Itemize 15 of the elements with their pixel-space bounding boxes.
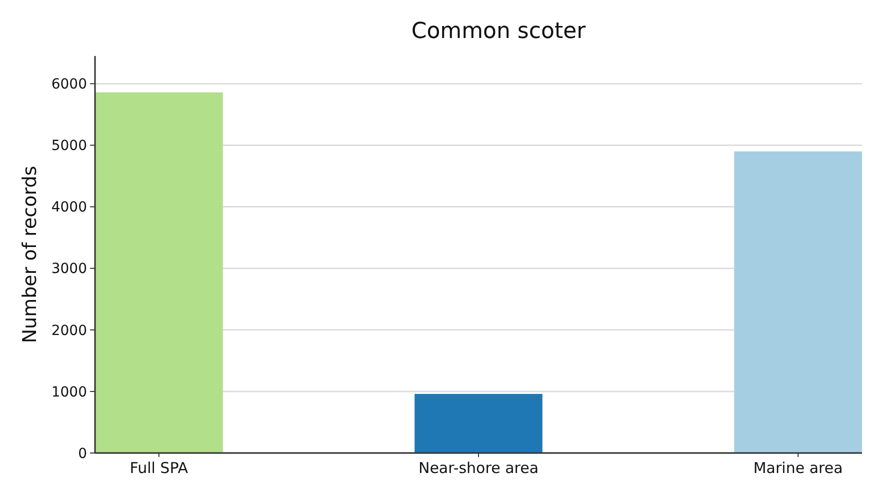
x-tick-label: Near-shore area <box>418 459 539 477</box>
chart-title: Common scoter <box>411 19 587 44</box>
y-tick-label: 3000 <box>51 261 87 278</box>
y-tick-label: 6000 <box>51 76 87 93</box>
x-tick-label: Full SPA <box>130 459 189 477</box>
bar <box>414 394 542 453</box>
y-tick-label: 0 <box>78 446 87 462</box>
y-tick-label: 4000 <box>51 200 87 216</box>
y-tick-label: 5000 <box>51 138 87 154</box>
bar <box>95 92 223 453</box>
y-axis-title: Number of records <box>19 166 41 344</box>
y-tick-label: 1000 <box>51 384 87 400</box>
y-tick-label: 2000 <box>51 322 87 339</box>
x-tick-label: Marine area <box>753 459 843 477</box>
bar <box>734 151 862 453</box>
